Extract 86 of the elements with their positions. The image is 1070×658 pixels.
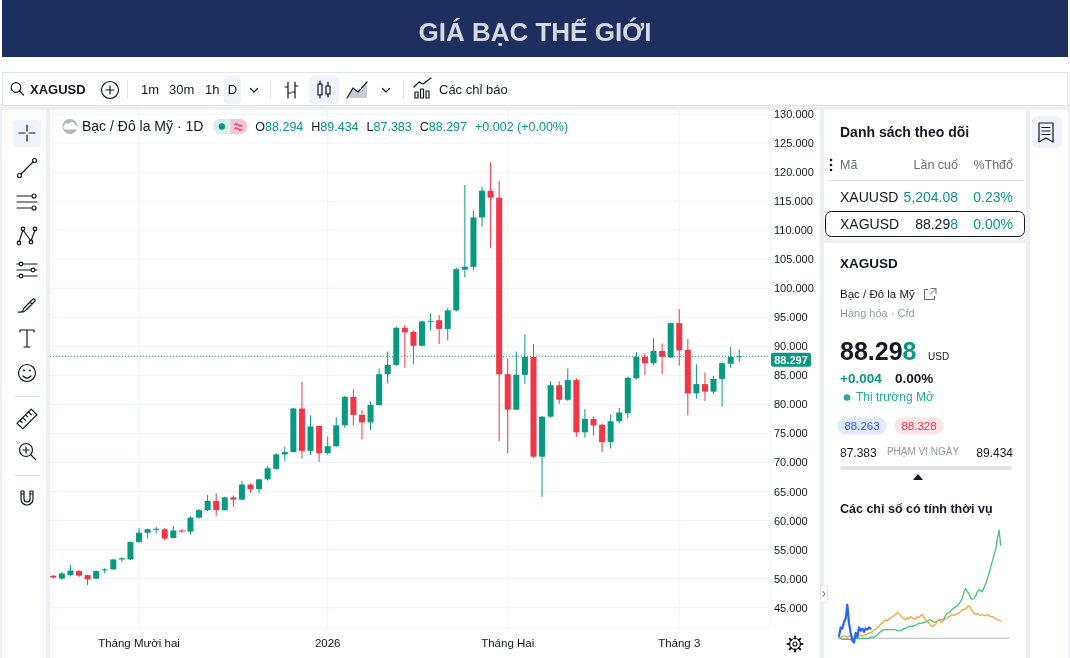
- candlestick: [358, 409, 365, 440]
- text: 30m: [169, 81, 195, 97]
- text: Mã: [840, 158, 858, 172]
- text: 0.23%: [973, 189, 1013, 205]
- candlestick: [701, 371, 708, 402]
- candlestick: [461, 184, 468, 278]
- x-tick-label: Tháng 3: [658, 637, 701, 649]
- text: Bạc / Đô la Mỹ · 1D: [82, 118, 204, 134]
- candlestick: [350, 388, 357, 426]
- candlestick: [367, 401, 374, 431]
- candlestick: [187, 515, 194, 535]
- y-tick-label: 50.000: [774, 572, 808, 585]
- x-tick-label: 2026: [314, 637, 341, 649]
- text: 5,204.08: [903, 189, 959, 205]
- y-tick-label: 80.000: [774, 398, 808, 411]
- candlestick: [599, 423, 606, 453]
- y-tick-label: 95.000: [774, 311, 808, 324]
- candlestick: [641, 352, 648, 376]
- candlestick: [444, 307, 451, 342]
- text: Danh sách theo dõi: [840, 124, 970, 140]
- y-tick-label: 90.000: [774, 340, 808, 353]
- text: Bạc / Đô la Mỹ: [840, 288, 916, 300]
- y-tick-label: 115.000: [774, 195, 813, 208]
- candlestick: [581, 408, 588, 439]
- candlestick: [710, 375, 717, 395]
- text: XAGUSD: [840, 255, 899, 271]
- y-tick-label: 75.000: [774, 427, 808, 440]
- text: 88.328: [901, 420, 937, 432]
- annotation: C88.297: [419, 120, 468, 134]
- text: 88.298: [915, 216, 959, 232]
- candlestick: [487, 161, 494, 249]
- annotation: +0.002 (+0.00%): [475, 120, 569, 134]
- text: USD: [928, 350, 950, 362]
- candlestick: [556, 380, 563, 405]
- y-tick-label: 45.000: [774, 601, 808, 614]
- candlestick: [333, 416, 340, 448]
- candlestick: [436, 314, 443, 345]
- text: D: [227, 81, 238, 97]
- candlestick: [213, 492, 220, 517]
- text: 0.00%: [895, 370, 934, 386]
- text: Các chỉ báo: [439, 81, 508, 97]
- candlestick: [693, 363, 700, 400]
- candlestick: [324, 435, 331, 455]
- chart-title: Các chỉ số có tính thời vụ: [840, 502, 993, 516]
- text: Lần cuố: [913, 158, 959, 172]
- text: 1h: [205, 81, 220, 97]
- candlestick: [659, 342, 666, 375]
- candlestick: [564, 367, 571, 402]
- text: 0.00%: [973, 216, 1013, 232]
- text: Thị trường Mở: [856, 390, 934, 404]
- text: 88.263: [844, 420, 880, 432]
- y-tick-label: 100.000: [774, 282, 814, 295]
- y-tick-label: 70.000: [774, 456, 808, 469]
- candlestick: [719, 362, 726, 408]
- annotation: H89.434: [311, 120, 359, 134]
- annotation: L87.383: [366, 120, 412, 134]
- text: XAGUSD: [840, 216, 900, 232]
- text: Hàng hóa · Cfd: [840, 307, 915, 319]
- text: XAUUSD: [840, 189, 899, 205]
- candlestick: [427, 312, 434, 332]
- candlestick: [607, 413, 614, 450]
- x-tick-label: Tháng Mười hai: [98, 637, 180, 649]
- y-tick-label: 110.000: [774, 224, 813, 237]
- text: PHẠM VI NGÀY: [886, 444, 960, 457]
- y-tick-label: 125.000: [774, 137, 814, 150]
- text: +0.004: [840, 370, 883, 386]
- text: 87.383: [840, 446, 878, 460]
- y-tick-label: 130.000: [774, 108, 814, 121]
- y-tick-label: 55.000: [774, 543, 808, 556]
- y-tick-label: 105.000: [774, 253, 814, 266]
- y-tick-label: 120.000: [774, 166, 814, 179]
- candlestick: [178, 528, 185, 534]
- text: 88.298: [840, 337, 917, 365]
- x-tick-label: Tháng Hai: [481, 637, 535, 649]
- text: XAGUSD: [30, 81, 86, 97]
- text: 89.434: [976, 446, 1014, 460]
- text: 1m: [141, 81, 160, 97]
- y-tick-label: 60.000: [774, 514, 808, 527]
- annotation: O88.294: [255, 120, 304, 134]
- y-tick-label: 65.000: [774, 485, 808, 498]
- candlestick: [410, 330, 417, 365]
- y-tick-label: 85.000: [774, 369, 808, 382]
- candlestick: [127, 540, 134, 561]
- text: %Thđổ: [973, 158, 1014, 172]
- chart-title: GIÁ BẠC THẾ GIỚI: [418, 17, 652, 47]
- candlestick: [590, 416, 597, 436]
